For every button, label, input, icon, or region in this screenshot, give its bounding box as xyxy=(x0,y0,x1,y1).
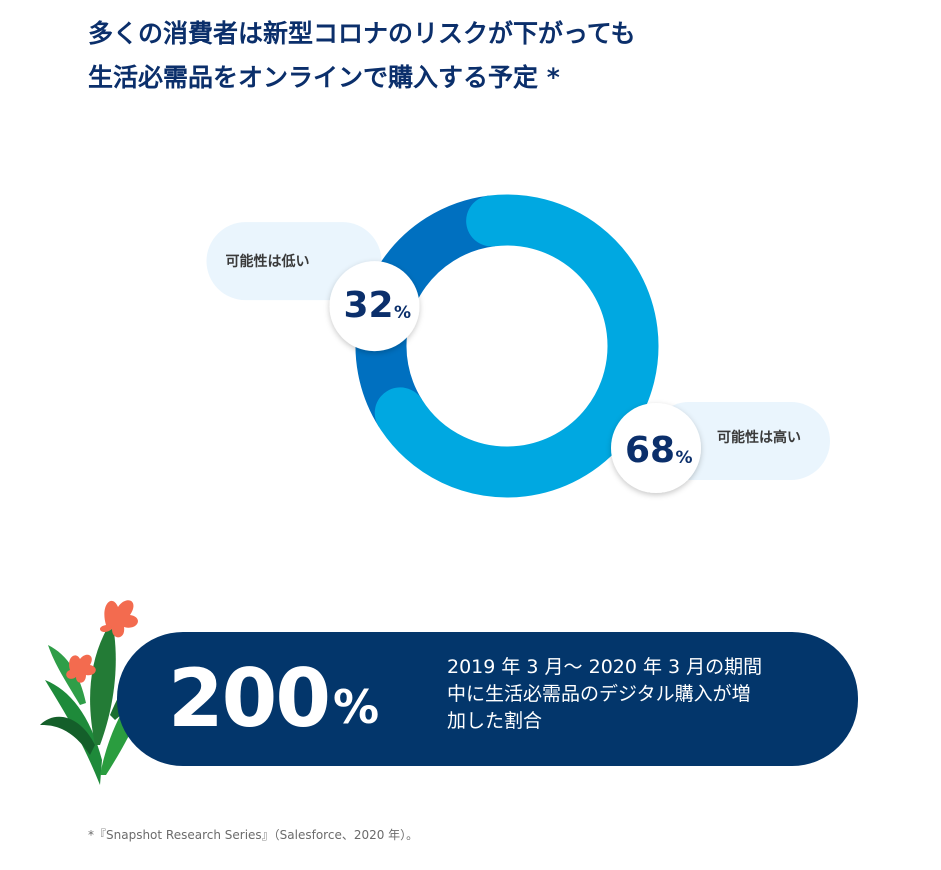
stat-number: 200 xyxy=(168,652,331,745)
high-label: 可能性は高い xyxy=(717,429,801,446)
low-unit: % xyxy=(394,303,411,323)
low-value: 32 xyxy=(343,285,393,326)
stat-desc-line-1: 2019 年 3 月～ 2020 年 3 月の期間 xyxy=(447,656,763,678)
stat-description: 2019 年 3 月～ 2020 年 3 月の期間 中に生活必需品のデジタル購入… xyxy=(447,654,857,735)
low-value-bubble xyxy=(329,261,420,352)
title-line-1: 多くの消費者は新型コロナのリスクが下がっても xyxy=(88,19,636,48)
title-line-2: 生活必需品をオンラインで購入する予定 * xyxy=(88,63,560,92)
donut-slice-high xyxy=(355,194,659,498)
low-label: 可能性は低い xyxy=(225,253,309,270)
stat-banner xyxy=(117,632,858,766)
high-unit: % xyxy=(675,448,692,468)
stat-desc-line-2: 中に生活必需品のデジタル購入が増 xyxy=(447,683,751,705)
high-value-bubble xyxy=(611,403,701,493)
page-title: 多くの消費者は新型コロナのリスクが下がっても 生活必需品をオンラインで購入する予… xyxy=(88,12,888,100)
stat-unit: % xyxy=(333,680,380,734)
footnote: *『Snapshot Research Series』（Salesforce、2… xyxy=(88,828,419,842)
stat-value: 200 % xyxy=(168,640,379,758)
high-value: 68 xyxy=(625,430,675,471)
stat-desc-line-3: 加した割合 xyxy=(447,710,543,732)
